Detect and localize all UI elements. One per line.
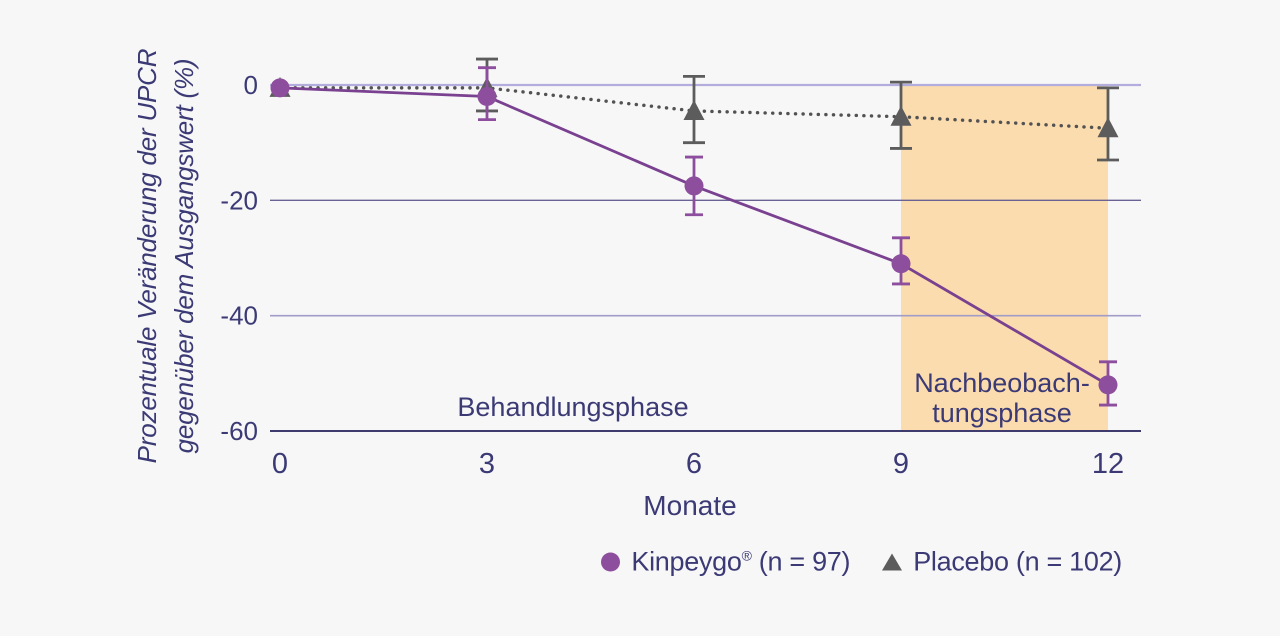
placebo-triangle-icon: [882, 553, 903, 571]
y-axis-title-line1: Prozentuale Veränderung der UPCR: [132, 48, 162, 464]
x-tick-label: 3: [479, 448, 495, 480]
y-tick-label: -40: [220, 301, 258, 331]
y-tick-label: -60: [220, 416, 258, 446]
kinpeygo-data-point: [684, 176, 704, 196]
followup-phase-band: [901, 85, 1108, 431]
legend-item-placebo: Placebo (n = 102): [882, 547, 1122, 578]
placebo-data-point: [890, 105, 912, 126]
x-tick-label: 6: [686, 448, 702, 480]
legend: Kinpeygo® (n = 97) Placebo (n = 102): [601, 547, 1122, 578]
kinpeygo-data-point: [891, 254, 911, 274]
placebo-data-point: [1097, 117, 1119, 138]
y-axis-title: Prozentuale Veränderung der UPCR gegenüb…: [129, 49, 203, 464]
followup-phase-label: Nachbeobach- tungsphase: [914, 368, 1090, 428]
followup-phase-label-line1: Nachbeobach-: [914, 368, 1090, 398]
y-tick-label: -20: [220, 185, 258, 215]
kinpeygo-circle-icon: [601, 552, 621, 572]
placebo-line: [278, 86, 1110, 130]
legend-label-placebo: Placebo (n = 102): [913, 546, 1122, 577]
x-tick-label: 12: [1092, 448, 1124, 480]
treatment-phase-label: Behandlungsphase: [457, 392, 689, 422]
followup-phase-label-line2: tungsphase: [932, 398, 1072, 428]
legend-item-kinpeygo: Kinpeygo® (n = 97): [601, 546, 851, 578]
x-tick-label: 9: [893, 448, 909, 480]
legend-label-kinpeygo: Kinpeygo® (n = 97): [631, 546, 851, 577]
kinpeygo-data-point: [477, 87, 497, 107]
y-tick-label: 0: [244, 70, 258, 100]
x-axis-title: Monate: [643, 490, 737, 521]
registered-trademark-symbol: ®: [741, 547, 752, 564]
y-axis-title-line2: gegenüber dem Ausgangswert (%): [169, 58, 199, 454]
placebo-data-point: [683, 99, 705, 120]
kinpeygo-data-point: [270, 78, 290, 98]
kinpeygo-data-point: [1098, 375, 1118, 395]
x-tick-label: 0: [272, 448, 288, 480]
